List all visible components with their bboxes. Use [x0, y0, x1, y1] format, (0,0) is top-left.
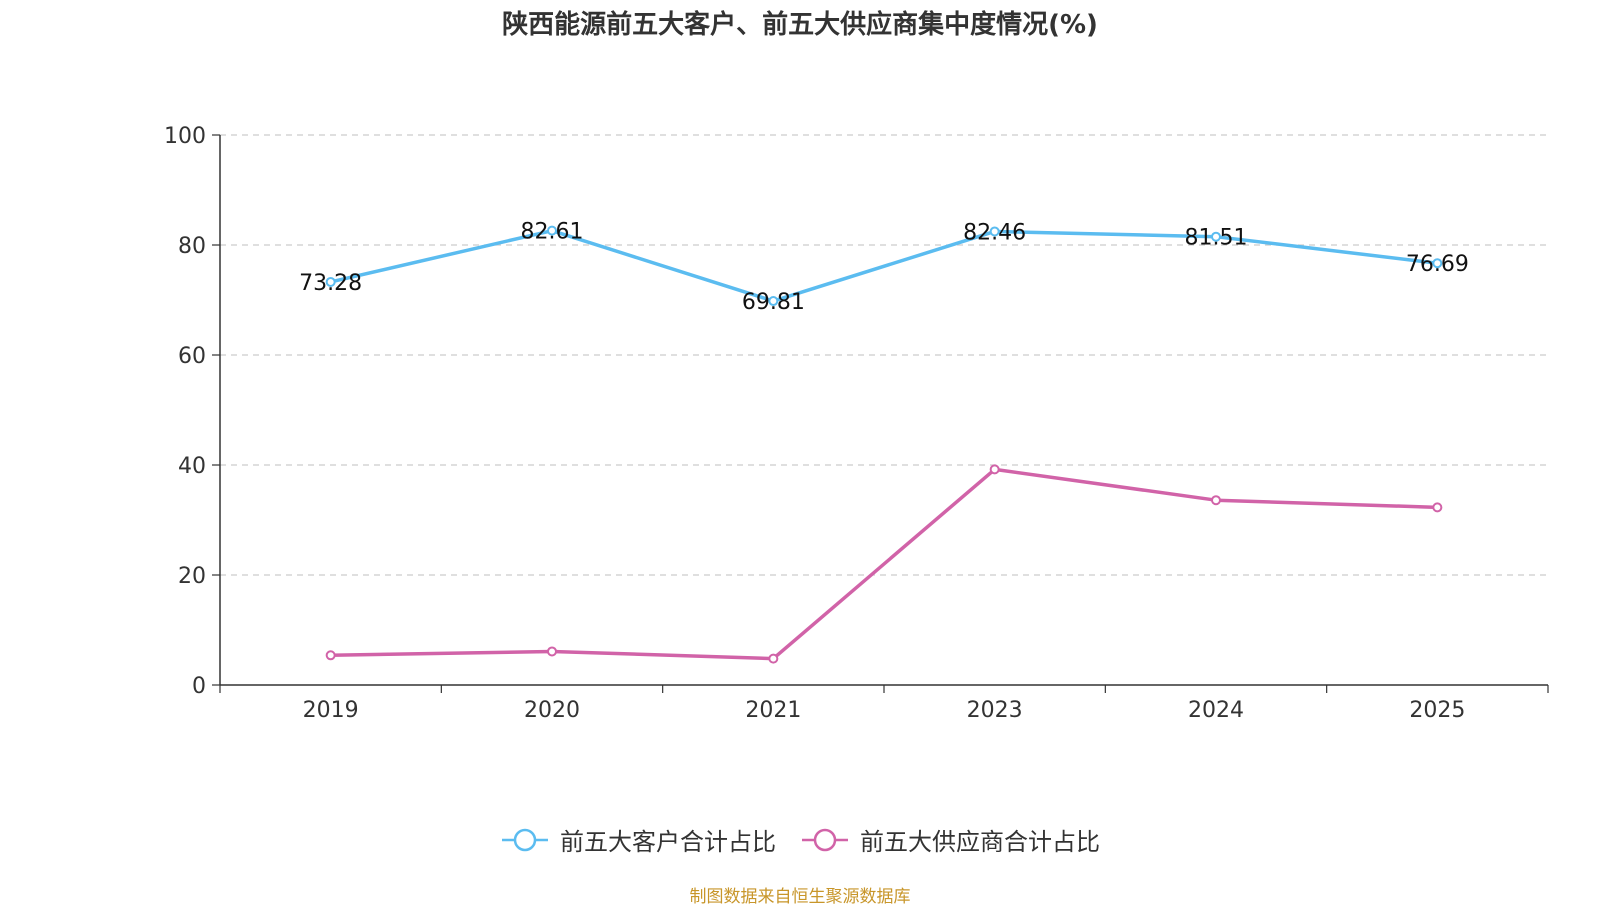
y-tick-label: 100 [164, 124, 206, 149]
data-point [768, 296, 779, 307]
y-tick-label: 80 [178, 234, 206, 259]
data-label: 82.61 [521, 220, 584, 245]
data-point [1432, 502, 1443, 513]
x-tick-label: 2023 [967, 698, 1023, 723]
data-point [547, 646, 557, 657]
y-tick-label: 20 [178, 564, 206, 589]
data-point [1211, 231, 1221, 242]
data-label: 81.51 [1185, 226, 1248, 251]
series-line-2 [330, 467, 1438, 661]
x-tick-label: 2025 [1409, 698, 1465, 723]
legend-item-2[interactable]: 前五大供应商合计占比 [800, 822, 1100, 857]
legend-item-1[interactable]: 前五大客户合计占比 [500, 822, 776, 857]
data-point [1211, 495, 1221, 506]
y-tick-label: 40 [178, 454, 206, 479]
legend: 前五大客户合计占比 前五大供应商合计占比 [0, 822, 1600, 857]
data-point [989, 464, 1000, 475]
legend-label: 前五大供应商合计占比 [860, 828, 1100, 856]
data-label: 82.46 [963, 220, 1026, 245]
source-note: 制图数据来自恒生聚源数据库 [689, 887, 911, 907]
legend-label: 前五大客户合计占比 [560, 828, 776, 856]
x-tick-label: 2021 [745, 698, 801, 723]
y-tick-label: 60 [178, 344, 206, 369]
axis-layer: 0 20 40 60 80 100 2019 2020 2021 2023 2024 2025 [164, 124, 1549, 723]
x-tick-label: 2020 [524, 698, 580, 723]
data-point [989, 226, 1000, 237]
series-layer [325, 225, 1443, 664]
data-point [547, 225, 557, 236]
x-tick-label: 2019 [303, 698, 359, 723]
data-point [325, 650, 336, 661]
x-tick-label: 2024 [1188, 698, 1244, 723]
y-tick-label: 0 [192, 674, 206, 699]
data-label: 76.69 [1406, 252, 1469, 277]
data-point [768, 653, 779, 664]
data-label: 73.28 [299, 271, 362, 296]
chart-title: 陕西能源前五大客户、前五大供应商集中度情况(%) [502, 10, 1098, 40]
series-line-1 [330, 228, 1438, 303]
data-point [1432, 258, 1443, 269]
data-point [325, 276, 336, 287]
grid-layer [220, 134, 1548, 576]
data-label-layer: 73.28 82.61 69.81 82.46 81.51 76.69 [299, 220, 1469, 315]
legend-marker-icon [802, 828, 848, 851]
data-label: 69.81 [742, 290, 805, 315]
legend-marker-icon [502, 828, 548, 851]
